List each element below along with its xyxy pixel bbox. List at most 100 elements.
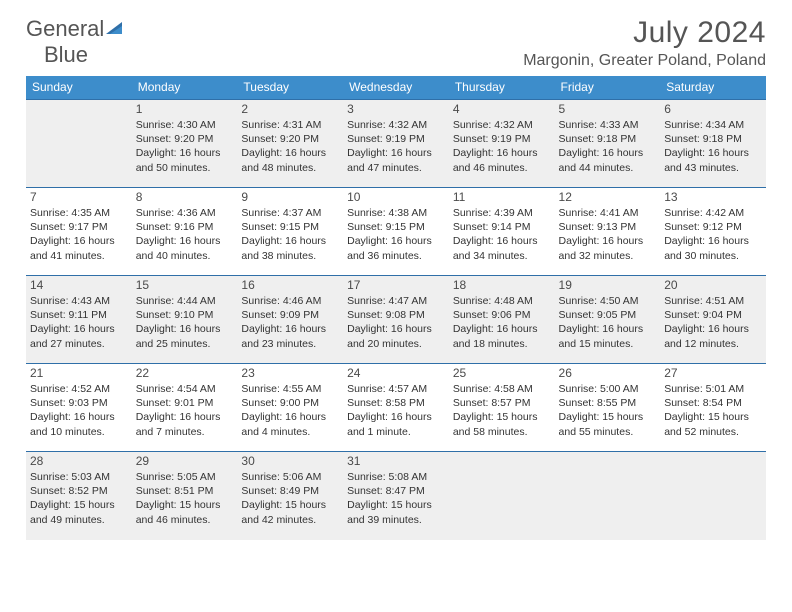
calendar-day: 6 Sunrise: 4:34 AMSunset: 9:18 PMDaylight… — [660, 100, 766, 188]
calendar-week: 21 Sunrise: 4:52 AMSunset: 9:03 PMDayligh… — [26, 364, 766, 452]
day-number: 6 — [664, 102, 762, 116]
day-number: 2 — [241, 102, 339, 116]
calendar-day: 21 Sunrise: 4:52 AMSunset: 9:03 PMDayligh… — [26, 364, 132, 452]
calendar-table: SundayMondayTuesdayWednesdayThursdayFrid… — [26, 76, 766, 540]
calendar-day: 23 Sunrise: 4:55 AMSunset: 9:00 PMDayligh… — [237, 364, 343, 452]
calendar-day-empty — [449, 452, 555, 540]
calendar-day: 28 Sunrise: 5:03 AMSunset: 8:52 PMDayligh… — [26, 452, 132, 540]
calendar-day: 20 Sunrise: 4:51 AMSunset: 9:04 PMDayligh… — [660, 276, 766, 364]
dow-row: SundayMondayTuesdayWednesdayThursdayFrid… — [26, 76, 766, 100]
brand-line1: General — [26, 16, 104, 41]
calendar-day: 3 Sunrise: 4:32 AMSunset: 9:19 PMDaylight… — [343, 100, 449, 188]
day-number: 9 — [241, 190, 339, 204]
day-number: 8 — [136, 190, 234, 204]
day-entry: Sunrise: 5:03 AMSunset: 8:52 PMDaylight:… — [30, 470, 128, 527]
calendar-day: 29 Sunrise: 5:05 AMSunset: 8:51 PMDayligh… — [132, 452, 238, 540]
day-entry: Sunrise: 4:41 AMSunset: 9:13 PMDaylight:… — [559, 206, 657, 263]
calendar-day: 10 Sunrise: 4:38 AMSunset: 9:15 PMDayligh… — [343, 188, 449, 276]
day-entry: Sunrise: 4:32 AMSunset: 9:19 PMDaylight:… — [347, 118, 445, 175]
day-entry: Sunrise: 4:30 AMSunset: 9:20 PMDaylight:… — [136, 118, 234, 175]
header: General Blue July 2024 Margonin, Greater… — [26, 16, 766, 70]
calendar-day: 17Sunrise: 4:47 AMSunset: 9:08 PMDayligh… — [343, 276, 449, 364]
day-entry: Sunrise: 4:46 AMSunset: 9:09 PMDaylight:… — [241, 294, 339, 351]
calendar-week: 1 Sunrise: 4:30 AMSunset: 9:20 PMDaylight… — [26, 100, 766, 188]
day-number: 5 — [559, 102, 657, 116]
day-entry: Sunrise: 4:31 AMSunset: 9:20 PMDaylight:… — [241, 118, 339, 175]
calendar-day: 9 Sunrise: 4:37 AMSunset: 9:15 PMDaylight… — [237, 188, 343, 276]
calendar-head: SundayMondayTuesdayWednesdayThursdayFrid… — [26, 76, 766, 100]
calendar-day: 5Sunrise: 4:33 AMSunset: 9:18 PMDaylight… — [555, 100, 661, 188]
calendar-day-empty — [660, 452, 766, 540]
calendar-day: 14 Sunrise: 4:43 AMSunset: 9:11 PMDayligh… — [26, 276, 132, 364]
dow-header: Tuesday — [237, 76, 343, 100]
calendar-week: 28 Sunrise: 5:03 AMSunset: 8:52 PMDayligh… — [26, 452, 766, 540]
day-number: 21 — [30, 366, 128, 380]
calendar-day: 12Sunrise: 4:41 AMSunset: 9:13 PMDayligh… — [555, 188, 661, 276]
location-text: Margonin, Greater Poland, Poland — [523, 52, 766, 70]
dow-header: Thursday — [449, 76, 555, 100]
brand-line2: Blue — [44, 42, 88, 67]
day-number: 20 — [664, 278, 762, 292]
brand-text: General Blue — [26, 16, 124, 68]
day-entry: Sunrise: 5:00 AMSunset: 8:55 PMDaylight:… — [559, 382, 657, 439]
day-number: 31 — [347, 454, 445, 468]
day-entry: Sunrise: 4:55 AMSunset: 9:00 PMDaylight:… — [241, 382, 339, 439]
calendar-day: 2 Sunrise: 4:31 AMSunset: 9:20 PMDaylight… — [237, 100, 343, 188]
calendar-day: 22Sunrise: 4:54 AMSunset: 9:01 PMDayligh… — [132, 364, 238, 452]
day-number: 10 — [347, 190, 445, 204]
calendar-day-empty — [26, 100, 132, 188]
day-number: 3 — [347, 102, 445, 116]
day-number: 24 — [347, 366, 445, 380]
dow-header: Monday — [132, 76, 238, 100]
day-number: 26 — [559, 366, 657, 380]
calendar-day: 1 Sunrise: 4:30 AMSunset: 9:20 PMDaylight… — [132, 100, 238, 188]
day-number: 1 — [136, 102, 234, 116]
day-entry: Sunrise: 4:36 AMSunset: 9:16 PMDaylight:… — [136, 206, 234, 263]
day-number: 13 — [664, 190, 762, 204]
day-entry: Sunrise: 5:01 AMSunset: 8:54 PMDaylight:… — [664, 382, 762, 439]
day-entry: Sunrise: 4:43 AMSunset: 9:11 PMDaylight:… — [30, 294, 128, 351]
day-number: 28 — [30, 454, 128, 468]
day-number: 27 — [664, 366, 762, 380]
day-number: 11 — [453, 190, 551, 204]
calendar-page: General Blue July 2024 Margonin, Greater… — [0, 0, 792, 550]
day-entry: Sunrise: 4:35 AMSunset: 9:17 PMDaylight:… — [30, 206, 128, 263]
calendar-day: 30Sunrise: 5:06 AMSunset: 8:49 PMDayligh… — [237, 452, 343, 540]
day-number: 7 — [30, 190, 128, 204]
day-entry: Sunrise: 4:52 AMSunset: 9:03 PMDaylight:… — [30, 382, 128, 439]
day-entry: Sunrise: 4:39 AMSunset: 9:14 PMDaylight:… — [453, 206, 551, 263]
calendar-day: 24Sunrise: 4:57 AMSunset: 8:58 PMDayligh… — [343, 364, 449, 452]
day-entry: Sunrise: 4:38 AMSunset: 9:15 PMDaylight:… — [347, 206, 445, 263]
day-number: 14 — [30, 278, 128, 292]
calendar-day: 26 Sunrise: 5:00 AMSunset: 8:55 PMDayligh… — [555, 364, 661, 452]
day-number: 16 — [241, 278, 339, 292]
day-entry: Sunrise: 4:42 AMSunset: 9:12 PMDaylight:… — [664, 206, 762, 263]
day-number: 22 — [136, 366, 234, 380]
calendar-day: 25Sunrise: 4:58 AMSunset: 8:57 PMDayligh… — [449, 364, 555, 452]
day-entry: Sunrise: 4:48 AMSunset: 9:06 PMDaylight:… — [453, 294, 551, 351]
calendar-day: 15Sunrise: 4:44 AMSunset: 9:10 PMDayligh… — [132, 276, 238, 364]
calendar-day: 31Sunrise: 5:08 AMSunset: 8:47 PMDayligh… — [343, 452, 449, 540]
day-entry: Sunrise: 4:51 AMSunset: 9:04 PMDaylight:… — [664, 294, 762, 351]
sail-icon — [104, 20, 124, 36]
day-entry: Sunrise: 4:44 AMSunset: 9:10 PMDaylight:… — [136, 294, 234, 351]
calendar-body: 1 Sunrise: 4:30 AMSunset: 9:20 PMDaylight… — [26, 100, 766, 540]
day-number: 23 — [241, 366, 339, 380]
calendar-day: 8 Sunrise: 4:36 AMSunset: 9:16 PMDaylight… — [132, 188, 238, 276]
day-entry: Sunrise: 5:05 AMSunset: 8:51 PMDaylight:… — [136, 470, 234, 527]
day-entry: Sunrise: 4:47 AMSunset: 9:08 PMDaylight:… — [347, 294, 445, 351]
calendar-day: 4Sunrise: 4:32 AMSunset: 9:19 PMDaylight… — [449, 100, 555, 188]
calendar-day: 11 Sunrise: 4:39 AMSunset: 9:14 PMDayligh… — [449, 188, 555, 276]
calendar-week: 7 Sunrise: 4:35 AMSunset: 9:17 PMDaylight… — [26, 188, 766, 276]
brand-logo: General Blue — [26, 16, 124, 68]
day-number: 25 — [453, 366, 551, 380]
day-entry: Sunrise: 4:37 AMSunset: 9:15 PMDaylight:… — [241, 206, 339, 263]
dow-header: Saturday — [660, 76, 766, 100]
calendar-day: 7 Sunrise: 4:35 AMSunset: 9:17 PMDaylight… — [26, 188, 132, 276]
day-number: 29 — [136, 454, 234, 468]
day-entry: Sunrise: 4:50 AMSunset: 9:05 PMDaylight:… — [559, 294, 657, 351]
calendar-day: 27 Sunrise: 5:01 AMSunset: 8:54 PMDayligh… — [660, 364, 766, 452]
day-entry: Sunrise: 4:34 AMSunset: 9:18 PMDaylight:… — [664, 118, 762, 175]
calendar-day: 13 Sunrise: 4:42 AMSunset: 9:12 PMDayligh… — [660, 188, 766, 276]
day-entry: Sunrise: 5:06 AMSunset: 8:49 PMDaylight:… — [241, 470, 339, 527]
